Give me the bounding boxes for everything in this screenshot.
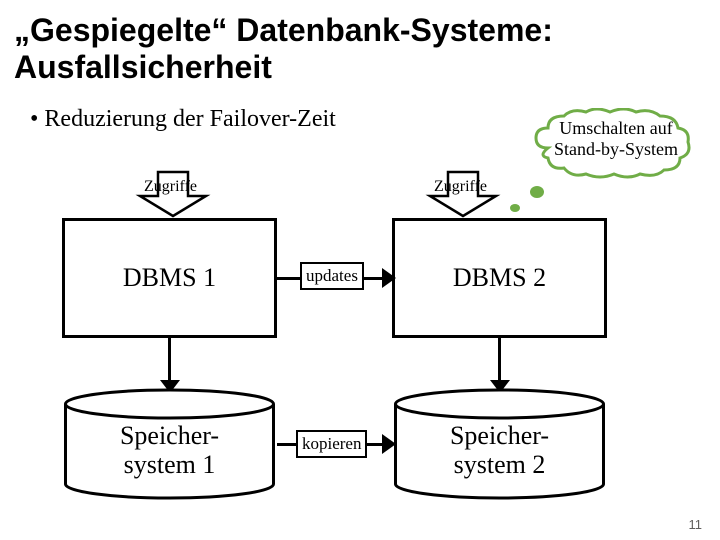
dbms-1-label: DBMS 1 [123,263,216,293]
updates-arrow-head [382,268,398,288]
storage-2-line2: system 2 [454,450,546,479]
storage-1-line2: system 1 [124,450,216,479]
vline-1 [168,338,171,386]
bullet-text: Reduzierung der Failover-Zeit [44,106,335,132]
kopieren-arrow-head [382,434,398,454]
storage-1-line1: Speicher- [120,421,219,450]
dbms-2-label: DBMS 2 [453,263,546,293]
dbms-1-box: DBMS 1 [62,218,277,338]
kopieren-label: kopieren [302,434,361,453]
updates-label: updates [306,266,358,285]
page-number: 11 [689,517,703,532]
kopieren-label-box: kopieren [296,430,367,458]
slide-title: „Gespiegelte“ Datenbank-Systeme: Ausfall… [0,0,720,88]
storage-2-line1: Speicher- [450,421,549,450]
storage-1-text: Speicher- system 1 [82,422,257,479]
arrow-down-1 [128,170,218,218]
cloud-text: Umschalten auf Stand-by-System [544,118,688,159]
vline-2 [498,338,501,386]
cloud-tail-dot [530,186,544,198]
dbms-2-box: DBMS 2 [392,218,607,338]
cloud-tail-dot [510,204,520,212]
storage-2-text: Speicher- system 2 [412,422,587,479]
arrow-down-2 [418,170,508,218]
updates-label-box: updates [300,262,364,290]
